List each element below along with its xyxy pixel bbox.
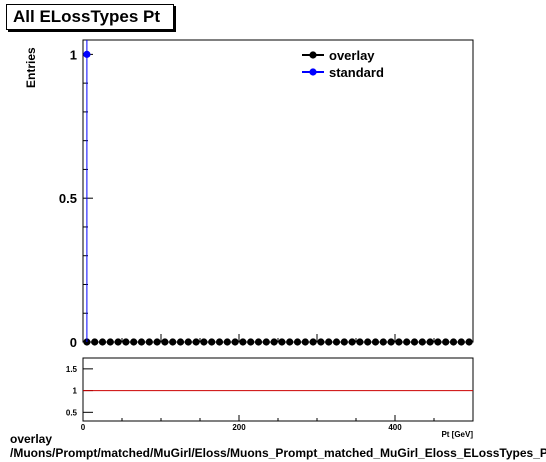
ratio-y-tick-label: 1 [73,387,78,396]
overlay-point [192,338,200,346]
overlay-point [293,338,302,346]
legend-marker [309,51,317,59]
ratio-plot-frame [82,357,474,422]
ratio-y-tick-label: 1.5 [66,365,78,374]
overlay-point [91,338,99,346]
overlay-point [262,338,270,346]
footer-line-2: /Muons/Prompt/matched/MuGirl/Eloss/Muons… [10,446,546,460]
ratio-x-tick-label: 200 [232,423,246,432]
overlay-point [208,338,216,346]
overlay-point [325,338,333,346]
overlay-point [137,338,146,346]
overlay-point [418,338,426,346]
overlay-point [442,338,450,346]
overlay-point [379,338,387,346]
footer-path: overlay /Muons/Prompt/matched/MuGirl/Elo… [10,432,546,460]
footer-line-1: overlay [10,432,53,446]
overlay-point [395,338,403,346]
y-tick-label: 0 [70,335,77,350]
overlay-point [254,338,263,346]
x-axis-label: Pt [GeV] [441,430,473,439]
overlay-point [270,338,278,346]
overlay-point [130,338,138,346]
overlay-point [247,338,255,346]
overlay-point [301,338,309,346]
overlay-point [348,338,356,346]
overlay-point [317,338,325,346]
overlay-point [309,338,317,346]
overlay-point [364,338,372,346]
legend-label: overlay [329,48,375,63]
y-tick-label: 0.5 [59,191,77,206]
overlay-point [457,338,465,346]
overlay-point [215,338,224,346]
overlay-point [403,338,411,346]
overlay-point [161,338,169,346]
overlay-point [387,338,395,346]
overlay-point [340,338,348,346]
legend-marker [309,68,317,76]
legend-label: standard [329,65,384,80]
overlay-point [184,338,192,346]
overlay-point [106,338,114,346]
overlay-point [278,338,286,346]
ratio-x-tick-label: 400 [388,423,402,432]
overlay-point [153,338,161,346]
overlay-point [449,338,458,346]
overlay-point [465,338,473,346]
main-plot-frame [82,39,474,343]
y-tick-label: 1 [70,47,77,62]
standard-point [83,50,91,58]
overlay-point [371,338,380,346]
overlay-point [200,338,208,346]
overlay-point [426,338,434,346]
chart-title: All ELossTypes Pt [6,4,174,30]
overlay-point [169,338,177,346]
overlay-point [223,338,231,346]
overlay-point [410,338,419,346]
ratio-y-tick-label: 0.5 [66,408,78,417]
overlay-point [98,338,107,346]
overlay-point [332,338,341,346]
overlay-point [145,338,153,346]
ratio-x-tick-label: 0 [81,423,86,432]
overlay-point [239,338,247,346]
overlay-point [434,338,442,346]
overlay-point [356,338,364,346]
overlay-point [286,338,294,346]
overlay-point [176,338,185,346]
overlay-point [114,338,122,346]
overlay-point [231,338,239,346]
overlay-point [122,338,130,346]
